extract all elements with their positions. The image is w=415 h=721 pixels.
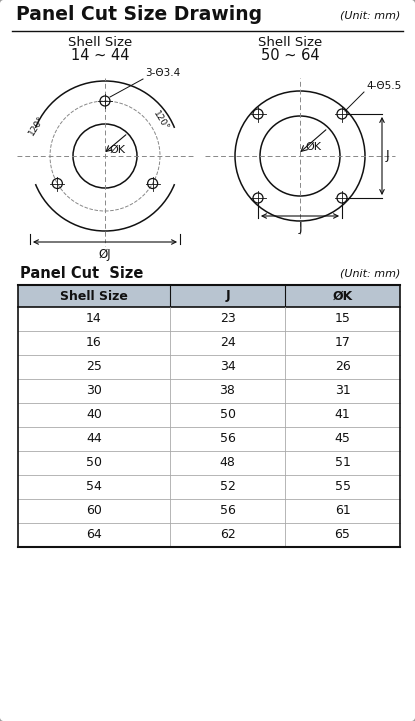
Text: 50 ~ 64: 50 ~ 64	[261, 48, 319, 63]
Text: 14: 14	[86, 312, 102, 325]
Text: 56: 56	[220, 505, 235, 518]
Text: 54: 54	[86, 480, 102, 493]
Text: 44: 44	[86, 433, 102, 446]
Text: J: J	[225, 290, 230, 303]
Text: 23: 23	[220, 312, 235, 325]
Text: 60: 60	[86, 505, 102, 518]
Text: 120°: 120°	[151, 110, 171, 133]
Text: Shell Size: Shell Size	[258, 37, 322, 50]
Text: Panel Cut  Size: Panel Cut Size	[20, 265, 143, 280]
Text: 55: 55	[334, 480, 351, 493]
Text: 52: 52	[220, 480, 235, 493]
Text: ØK: ØK	[332, 290, 353, 303]
Text: 26: 26	[334, 360, 350, 373]
Text: ØJ: ØJ	[99, 248, 111, 261]
Text: Shell Size: Shell Size	[60, 290, 128, 303]
Text: 45: 45	[334, 433, 350, 446]
Text: 4-Θ5.5: 4-Θ5.5	[366, 81, 401, 91]
Text: 56: 56	[220, 433, 235, 446]
Text: Shell Size: Shell Size	[68, 37, 132, 50]
Text: Panel Cut Size Drawing: Panel Cut Size Drawing	[16, 6, 262, 25]
Text: 24: 24	[220, 337, 235, 350]
Text: 38: 38	[220, 384, 235, 397]
Text: 30: 30	[86, 384, 102, 397]
Text: 41: 41	[334, 409, 350, 422]
Text: 50: 50	[220, 409, 235, 422]
Text: 62: 62	[220, 528, 235, 541]
Text: 65: 65	[334, 528, 350, 541]
Text: 31: 31	[334, 384, 350, 397]
Text: 34: 34	[220, 360, 235, 373]
Text: 17: 17	[334, 337, 350, 350]
Text: 64: 64	[86, 528, 102, 541]
Text: J: J	[386, 149, 390, 162]
Text: 50: 50	[86, 456, 102, 469]
Text: ØK: ØK	[109, 145, 125, 155]
Text: 3-Θ3.4: 3-Θ3.4	[145, 68, 180, 78]
FancyBboxPatch shape	[18, 285, 400, 307]
Text: 25: 25	[86, 360, 102, 373]
Text: 61: 61	[334, 505, 350, 518]
Text: (Unit: mm): (Unit: mm)	[339, 10, 400, 20]
Text: 16: 16	[86, 337, 102, 350]
Text: 48: 48	[220, 456, 235, 469]
Text: J: J	[298, 221, 302, 234]
Text: 120°: 120°	[27, 115, 46, 138]
Text: 15: 15	[334, 312, 350, 325]
Text: 14 ~ 44: 14 ~ 44	[71, 48, 129, 63]
Text: ØK: ØK	[305, 142, 321, 152]
Text: 51: 51	[334, 456, 350, 469]
Text: 40: 40	[86, 409, 102, 422]
Text: (Unit: mm): (Unit: mm)	[339, 268, 400, 278]
